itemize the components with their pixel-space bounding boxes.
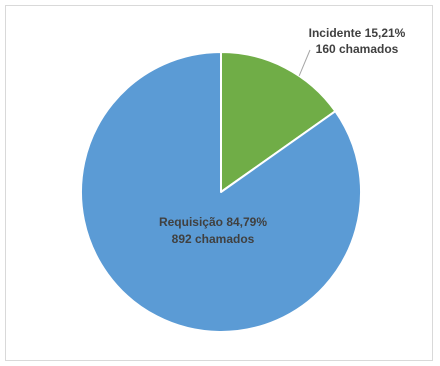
pie-slice-incidente (220, 51, 337, 193)
incidente-label-line1: Incidente 15,21% (309, 26, 406, 40)
requisicao-label-line1: Requisição 84,79% (159, 215, 267, 229)
incidente-label-line2: 160 chamados (316, 42, 399, 56)
pie-slices (80, 51, 362, 333)
requisicao-data-label: Requisição 84,79% 892 chamados (159, 215, 267, 246)
incidente-data-label: Incidente 15,21% 160 chamados (309, 26, 406, 56)
pie-slice-requisicao (80, 51, 362, 333)
incidente-leader-line (298, 49, 311, 77)
requisicao-label-line2: 892 chamados (172, 232, 255, 246)
